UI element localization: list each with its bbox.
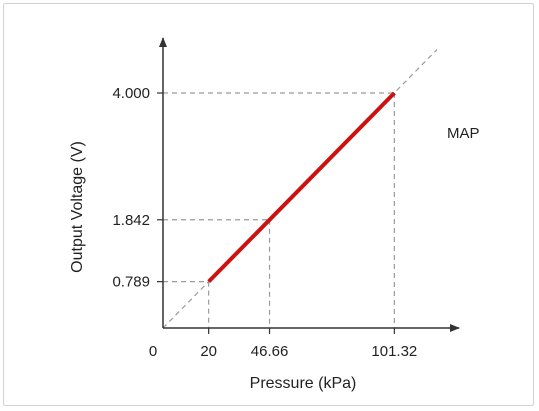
y-tick-label-1: 1.842 xyxy=(112,212,150,229)
y-axis-title: Output Voltage (V) xyxy=(69,141,86,273)
chart-frame xyxy=(3,3,534,406)
y-tick-label-2: 4.000 xyxy=(112,85,150,102)
x-tick-label-2: 101.32 xyxy=(371,343,417,360)
x-axis-title: Pressure (kPa) xyxy=(250,375,357,392)
x-tick-label-1: 46.66 xyxy=(251,343,289,360)
origin-label: 0 xyxy=(149,343,157,360)
y-tick-label-0: 0.789 xyxy=(112,274,150,291)
x-tick-label-0: 20 xyxy=(200,343,217,360)
series-line-0 xyxy=(207,91,396,284)
map-annotation: MAP xyxy=(447,125,480,142)
